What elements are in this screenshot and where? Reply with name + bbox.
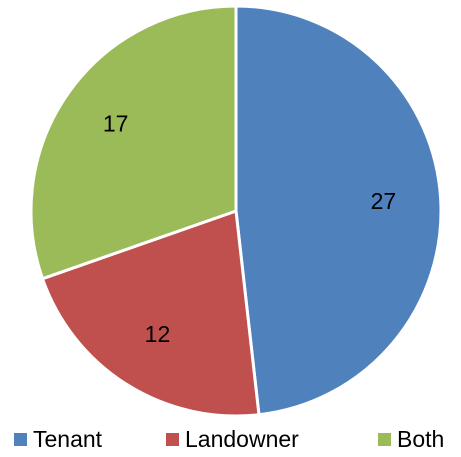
legend-label: Landowner: [185, 426, 299, 452]
legend-swatch: [378, 433, 391, 446]
pie-slice: [40, 208, 261, 418]
legend-label: Tenant: [33, 426, 103, 452]
pie-slice: [234, 4, 443, 417]
data-label: 27: [371, 188, 397, 214]
legend-swatch: [166, 433, 179, 446]
legend-label: Both: [397, 426, 444, 452]
legend-swatch: [14, 433, 27, 446]
pie-slice: [29, 4, 238, 281]
data-label: 17: [103, 111, 129, 137]
data-label: 12: [145, 321, 171, 347]
